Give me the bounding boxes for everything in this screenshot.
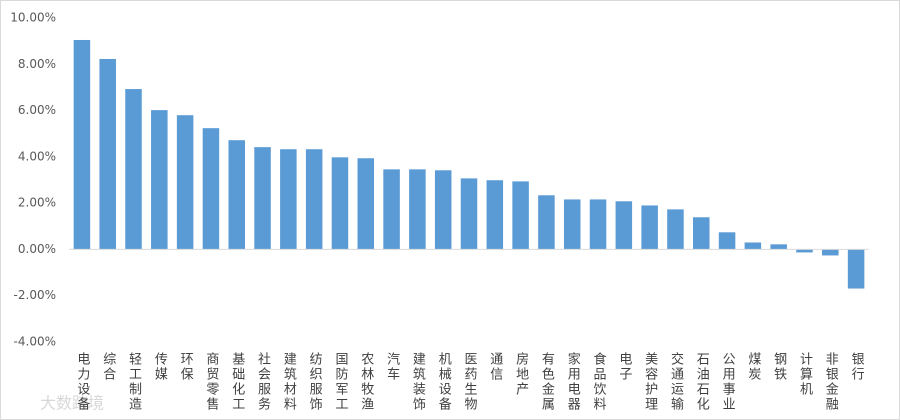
x-tick-label: 有色金属 — [539, 352, 555, 412]
x-tick-label: 通信 — [487, 352, 503, 382]
x-tick-label: 纺织服饰 — [307, 352, 323, 412]
bar — [847, 249, 865, 289]
x-tick-label: 房地产 — [513, 351, 529, 397]
y-tick-label: 4.00% — [18, 149, 56, 163]
bar — [331, 157, 349, 250]
x-tick-label: 家用电器 — [565, 351, 581, 412]
x-tick-label: 商贸零售 — [203, 352, 219, 412]
bar — [641, 205, 658, 250]
x-tick-label: 建筑材料 — [281, 352, 297, 412]
x-tick-label: 建筑装饰 — [410, 352, 426, 412]
y-tick-label: 6.00% — [18, 103, 56, 117]
bar — [744, 242, 762, 250]
x-tick-label: 煤炭 — [745, 352, 761, 382]
bar — [486, 180, 504, 250]
x-tick-label: 汽车 — [384, 352, 400, 382]
x-tick-label: 机械设备 — [436, 352, 452, 412]
bar — [228, 140, 245, 250]
bar — [538, 195, 555, 250]
x-tick-label: 农林牧渔 — [358, 352, 374, 412]
y-tick-label: 10.00% — [10, 11, 56, 25]
bar — [202, 128, 220, 250]
bar — [770, 244, 787, 250]
bar — [125, 89, 142, 250]
bar — [589, 199, 607, 250]
bar — [667, 209, 684, 250]
bar — [409, 169, 426, 250]
x-tick-label: 计算机 — [797, 352, 813, 397]
x-tick-label: 社会服务 — [255, 351, 271, 412]
x-tick-label: 非银金融 — [823, 352, 839, 412]
bar — [822, 249, 839, 256]
bar — [254, 147, 271, 250]
y-tick-label: -2.00% — [14, 288, 56, 302]
bar — [383, 169, 400, 250]
bar — [460, 178, 478, 250]
x-tick-label: 银行 — [849, 352, 865, 382]
x-tick-label: 美容护理 — [642, 352, 658, 412]
y-tick-label: 8.00% — [18, 57, 56, 71]
x-tick-label: 石油石化 — [694, 352, 710, 412]
bar — [280, 149, 297, 250]
bar — [796, 249, 813, 253]
x-tick-label: 国防军工 — [332, 352, 348, 412]
y-tick-label: 0.00% — [18, 242, 56, 256]
x-tick-label: 钢铁 — [771, 352, 787, 382]
x-tick-label: 基础化工 — [229, 352, 245, 412]
y-tick-label: -4.00% — [14, 335, 56, 349]
bar — [73, 39, 91, 250]
x-tick-label: 综合 — [100, 352, 116, 382]
bar — [305, 149, 323, 250]
bar — [151, 110, 168, 250]
x-tick-label: 传媒 — [152, 352, 168, 382]
x-tick-label: 电力设备 — [74, 352, 90, 412]
bar — [615, 201, 633, 250]
x-tick-label: 轻工制造 — [126, 352, 142, 412]
bar — [718, 232, 736, 250]
watermark: 大数跨境 — [40, 394, 104, 413]
bar — [563, 199, 581, 250]
bar — [176, 115, 194, 250]
x-tick-label: 食品饮料 — [591, 351, 607, 412]
x-tick-label: 医药生物 — [462, 352, 478, 412]
x-tick-label: 环保 — [178, 352, 194, 382]
x-tick-label: 电子 — [616, 352, 632, 382]
x-tick-label: 交通运输 — [668, 351, 684, 412]
bar — [512, 181, 529, 250]
y-tick-label: 2.00% — [18, 196, 56, 210]
bar — [434, 170, 452, 250]
bar — [357, 158, 375, 250]
bar — [99, 58, 116, 250]
x-tick-label: 公用事业 — [720, 352, 736, 412]
bar — [693, 217, 710, 250]
